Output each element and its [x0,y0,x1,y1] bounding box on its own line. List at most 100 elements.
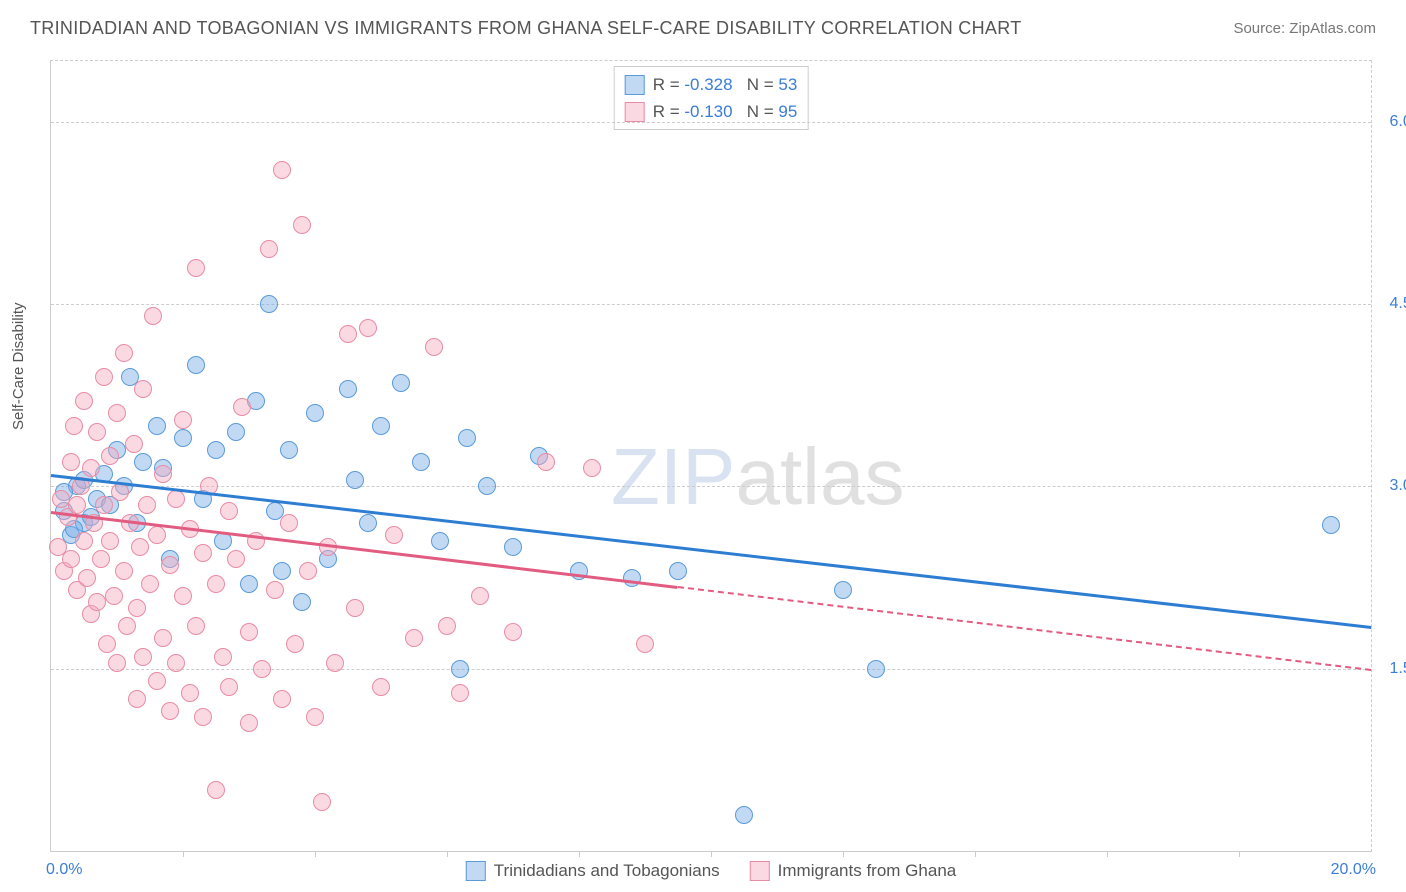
data-point [105,587,123,605]
data-point [458,429,476,447]
data-point [227,423,245,441]
data-point [128,690,146,708]
data-point [131,538,149,556]
data-point [280,441,298,459]
data-point [372,678,390,696]
data-point [504,538,522,556]
y-tick-label: 6.0% [1376,113,1406,131]
data-point [293,216,311,234]
x-axis-max: 20.0% [1331,861,1376,879]
data-point [240,575,258,593]
data-point [95,368,113,386]
legend-swatch [466,861,486,881]
series-name: Trinidadians and Tobagonians [494,861,720,881]
data-point [385,526,403,544]
data-point [134,648,152,666]
data-point [233,398,251,416]
source-label: Source: ZipAtlas.com [1233,20,1376,37]
data-point [101,532,119,550]
data-point [88,593,106,611]
data-point [273,562,291,580]
data-point [286,635,304,653]
y-tick-label: 3.0% [1376,477,1406,495]
data-point [174,429,192,447]
data-point [392,374,410,392]
data-point [669,562,687,580]
data-point [273,690,291,708]
data-point [134,453,152,471]
data-point [144,307,162,325]
data-point [194,544,212,562]
data-point [299,562,317,580]
data-point [101,447,119,465]
data-point [266,581,284,599]
data-point [273,161,291,179]
data-point [207,441,225,459]
data-point [867,660,885,678]
data-point [478,477,496,495]
data-point [181,684,199,702]
data-point [220,678,238,696]
x-axis-min: 0.0% [46,861,82,879]
x-tick-mark [579,851,580,857]
data-point [735,806,753,824]
data-point [451,660,469,678]
data-point [207,575,225,593]
data-point [167,490,185,508]
data-point [154,465,172,483]
legend-swatch [625,102,645,122]
watermark: ZIPatlas [611,431,904,523]
data-point [138,496,156,514]
data-point [280,514,298,532]
x-tick-mark [1239,851,1240,857]
data-point [471,587,489,605]
gridline [51,304,1371,305]
data-point [148,526,166,544]
x-tick-mark [447,851,448,857]
data-point [111,483,129,501]
data-point [293,593,311,611]
data-point [187,356,205,374]
data-point [359,319,377,337]
data-point [62,453,80,471]
y-tick-label: 4.5% [1376,295,1406,313]
data-point [405,629,423,647]
data-point [636,635,654,653]
x-tick-mark [183,851,184,857]
data-point [412,453,430,471]
data-point [372,417,390,435]
data-point [148,417,166,435]
data-point [75,532,93,550]
data-point [125,435,143,453]
x-tick-mark [711,851,712,857]
data-point [451,684,469,702]
data-point [128,599,146,617]
data-point [154,629,172,647]
x-tick-mark [843,851,844,857]
data-point [134,380,152,398]
data-point [115,562,133,580]
gridline [51,486,1371,487]
data-point [431,532,449,550]
legend-row: R = -0.328 N = 53 [625,71,798,98]
x-tick-mark [975,851,976,857]
data-point [148,672,166,690]
gridline [51,669,1371,670]
plot-area: ZIPatlas R = -0.328 N = 53R = -0.130 N =… [50,60,1372,852]
data-point [227,550,245,568]
data-point [425,338,443,356]
gridline [51,122,1371,123]
data-point [194,708,212,726]
data-point [174,587,192,605]
correlation-legend: R = -0.328 N = 53R = -0.130 N = 95 [614,66,809,130]
data-point [167,654,185,672]
data-point [359,514,377,532]
data-point [62,550,80,568]
trend-line [678,586,1371,671]
data-point [108,654,126,672]
data-point [78,569,96,587]
data-point [438,617,456,635]
data-point [95,496,113,514]
y-tick-label: 1.5% [1376,660,1406,678]
x-tick-mark [1107,851,1108,857]
